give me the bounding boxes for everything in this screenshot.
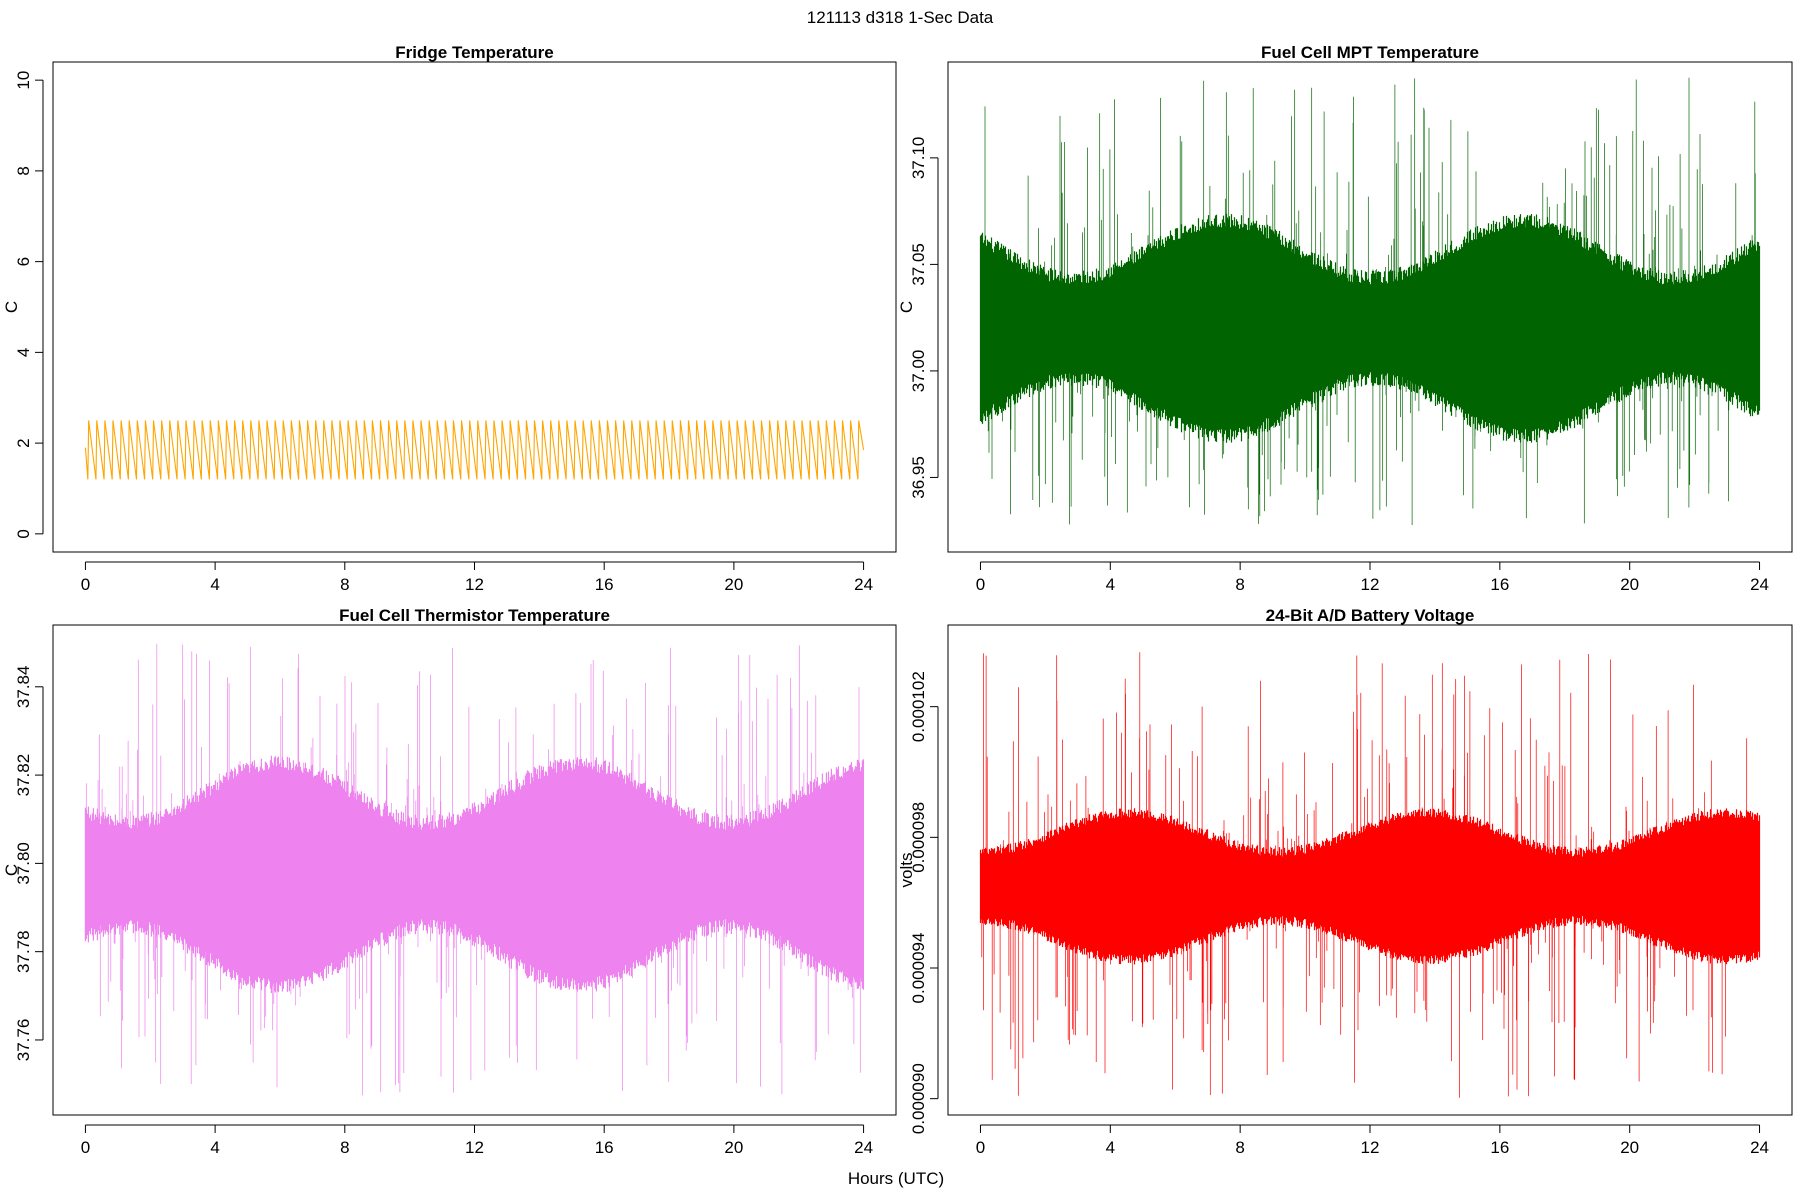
y-axis-thermistor-temperature: 37.76 37.78 37.80 37.82 37.84 [14, 666, 44, 1062]
panel-title-mpt-temperature: Fuel Cell MPT Temperature [1261, 43, 1479, 62]
y-tick-label: 37.10 [909, 137, 928, 180]
x-tick-label: 4 [1106, 1138, 1115, 1157]
y-tick-label: 6 [14, 257, 33, 266]
x-tick-label: 0 [976, 575, 985, 594]
x-tick-label: 16 [1490, 1138, 1509, 1157]
x-tick-label: 20 [724, 1138, 743, 1157]
y-tick-label: 0.000102 [909, 671, 928, 742]
panel-battery-voltage: 0 4 8 12 16 20 240.0000900.0000940.0000980.000… [897, 606, 1793, 1157]
y-axis-battery-voltage: 0.000090 0.000094 0.000098 0.000102 [909, 671, 939, 1134]
x-tick-label: 12 [1361, 575, 1380, 594]
y-tick-label: 36.95 [909, 456, 928, 499]
y-axis-fridge-temperature: 0 2 4 6 8 10 [14, 71, 44, 539]
panel-title-fridge-temperature: Fridge Temperature [395, 43, 553, 62]
y-tick-label: 0 [14, 529, 33, 538]
x-tick-label: 24 [1750, 575, 1769, 594]
x-tick-label: 4 [210, 1138, 219, 1157]
x-tick-label: 4 [1106, 575, 1115, 594]
y-tick-label: 37.05 [909, 243, 928, 286]
x-tick-label: 20 [1620, 1138, 1639, 1157]
y-axis-label-thermistor-temperature: C [2, 864, 21, 876]
series-band-thermistor-temperature [84, 755, 864, 994]
plot-frame-thermistor-temperature [52, 624, 897, 1116]
y-tick-label: 2 [14, 438, 33, 447]
x-tick-label: 24 [1750, 1138, 1769, 1157]
figure-title: 121113 d318 1-Sec Data [807, 8, 994, 27]
y-tick-label: 37.76 [14, 1019, 33, 1062]
y-axis-label-battery-voltage: volts [897, 853, 916, 888]
x-tick-label: 16 [595, 575, 614, 594]
plot-frame-mpt-temperature [947, 61, 1793, 553]
x-tick-label: 0 [976, 1138, 985, 1157]
x-tick-label: 20 [1620, 575, 1639, 594]
panel-title-battery-voltage: 24-Bit A/D Battery Voltage [1266, 606, 1475, 625]
y-tick-label: 37.82 [14, 754, 33, 797]
plot-frame-fridge-temperature [52, 61, 897, 553]
x-tick-label: 8 [1235, 575, 1244, 594]
series-line-fridge-temperature [84, 420, 865, 480]
y-tick-label: 37.78 [14, 930, 33, 973]
x-axis-battery-voltage: 0 4 8 12 16 20 24 [976, 1124, 1769, 1157]
series-spikes-mpt-temperature [981, 77, 1756, 525]
y-tick-label: 0.000098 [909, 802, 928, 873]
y-tick-label: 0.000090 [909, 1063, 928, 1134]
x-tick-label: 16 [1490, 575, 1509, 594]
x-tick-label: 24 [854, 1138, 873, 1157]
x-axis-mpt-temperature: 0 4 8 12 16 20 24 [976, 561, 1769, 594]
y-tick-label: 0.000094 [909, 933, 928, 1004]
series-spikes-battery-voltage [981, 652, 1758, 1098]
x-tick-label: 12 [465, 1138, 484, 1157]
x-tick-label: 0 [81, 575, 90, 594]
panel-mpt-temperature: 0 4 8 12 16 20 24 36.95 37.00 37.05 37.10 Fuel Cell… [897, 43, 1793, 594]
x-tick-label: 8 [340, 1138, 349, 1157]
y-tick-label: 37.00 [909, 350, 928, 393]
x-tick-label: 4 [210, 575, 219, 594]
y-axis-label-fridge-temperature: C [2, 301, 21, 313]
y-tick-label: 4 [14, 348, 33, 357]
y-axis-mpt-temperature: 36.95 37.00 37.05 37.10 [909, 137, 939, 499]
y-tick-label: 10 [14, 71, 33, 90]
x-tick-label: 20 [724, 575, 743, 594]
panel-thermistor-temperature: 0 4 8 12 16 20 24 37.76 37.78 37.80 37.82 37.84 Fuel… [2, 606, 897, 1157]
x-tick-label: 0 [81, 1138, 90, 1157]
y-tick-label: 37.84 [14, 666, 33, 709]
plot-frame-battery-voltage [947, 624, 1793, 1116]
y-axis-label-mpt-temperature: C [897, 301, 916, 313]
x-axis-thermistor-temperature: 0 4 8 12 16 20 24 [81, 1124, 873, 1157]
x-tick-label: 24 [854, 575, 873, 594]
y-tick-label: 37.80 [14, 842, 33, 885]
y-tick-label: 8 [14, 166, 33, 175]
x-tick-label: 8 [340, 575, 349, 594]
x-axis-fridge-temperature: 0 4 8 12 16 20 24 [81, 561, 873, 594]
figure-xlabel: Hours (UTC) [848, 1169, 944, 1188]
x-tick-label: 16 [595, 1138, 614, 1157]
x-tick-label: 12 [1361, 1138, 1380, 1157]
panel-title-thermistor-temperature: Fuel Cell Thermistor Temperature [339, 606, 610, 625]
x-tick-label: 12 [465, 575, 484, 594]
x-tick-label: 8 [1235, 1138, 1244, 1157]
series-spikes-thermistor-temperature [85, 643, 861, 1096]
